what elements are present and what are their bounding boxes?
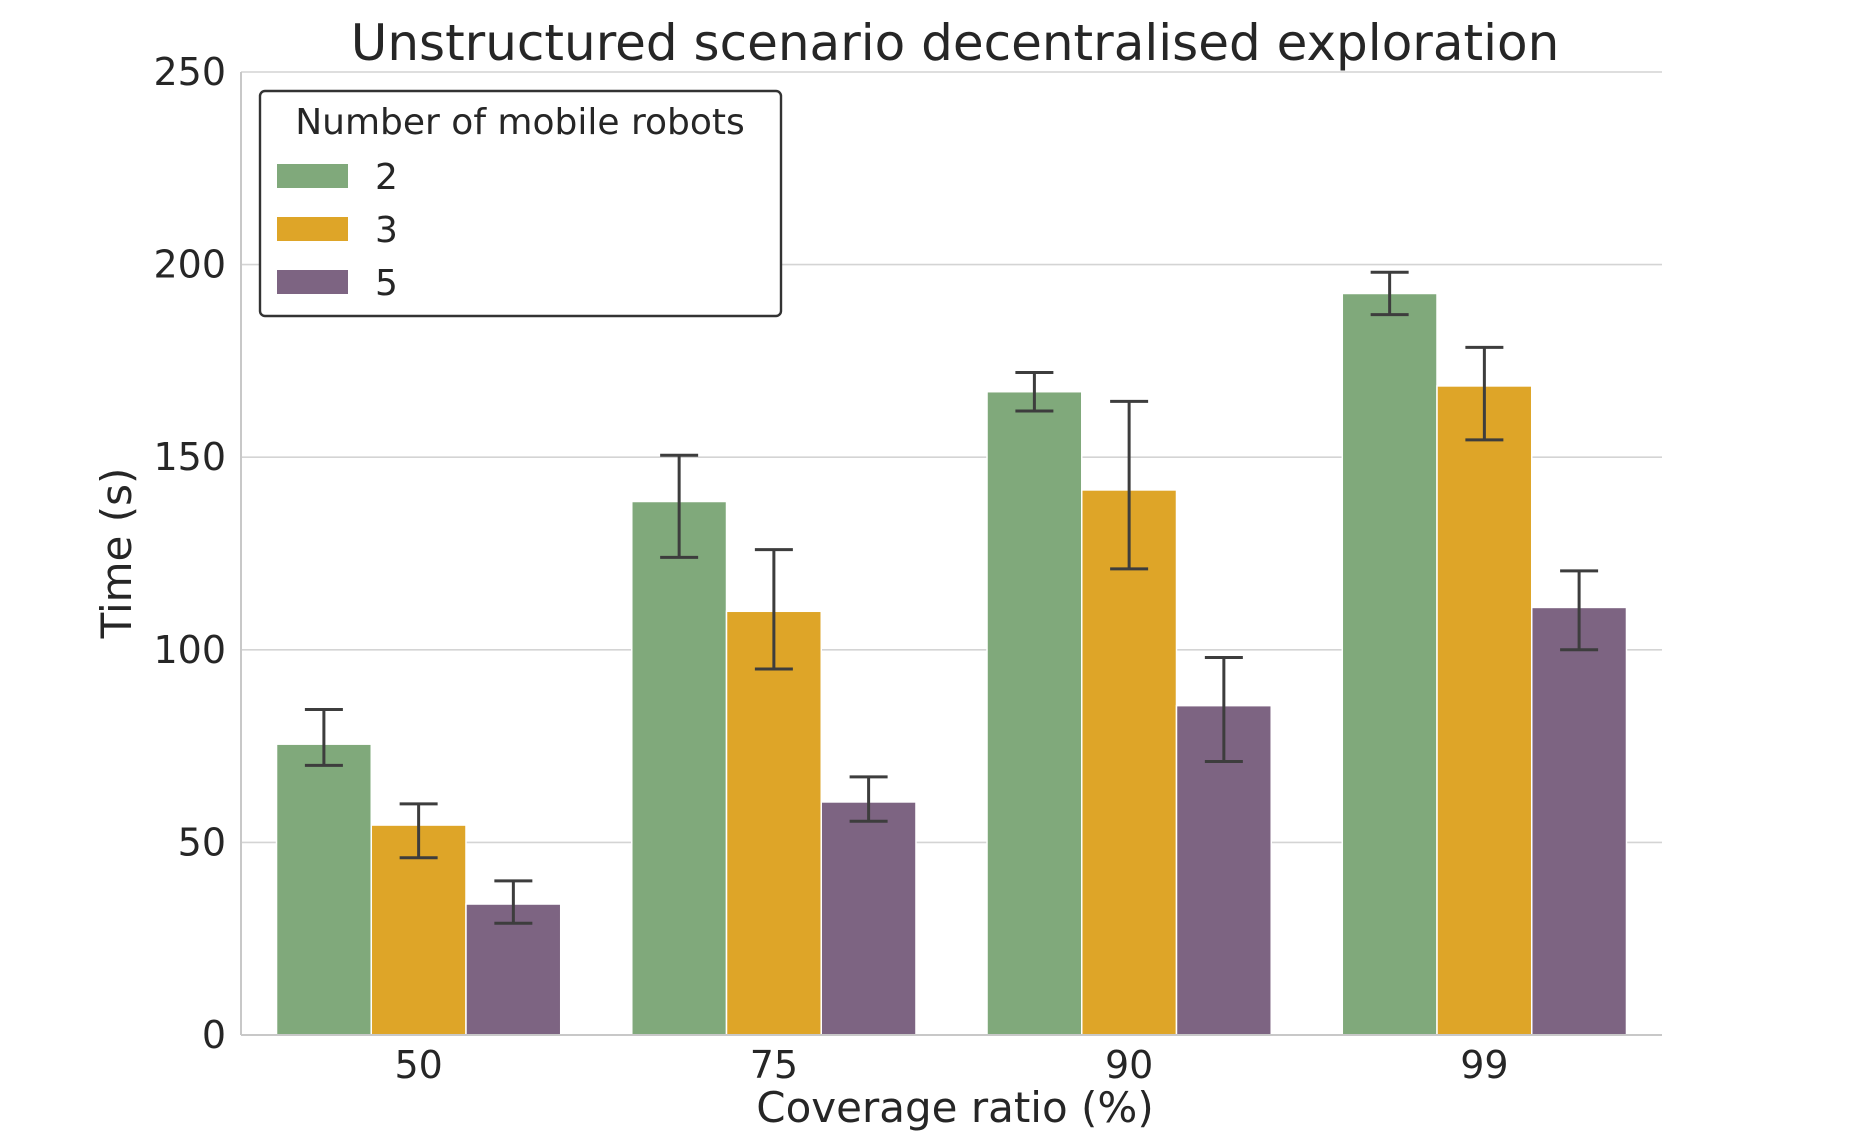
x-tick-label: 99 xyxy=(1460,1043,1508,1087)
y-tick-label: 200 xyxy=(153,243,226,287)
x-tick-label: 75 xyxy=(750,1043,798,1087)
legend-swatch xyxy=(277,270,348,294)
x-tick-label: 90 xyxy=(1105,1043,1153,1087)
legend-items: 2 3 5 xyxy=(277,157,398,304)
legend-label: 3 xyxy=(375,210,398,251)
bar xyxy=(1341,292,1438,1036)
legend-swatch xyxy=(277,217,348,241)
legend: Number of mobile robots 2 3 5 xyxy=(258,89,783,318)
y-tick-label: 0 xyxy=(202,1013,226,1057)
bar xyxy=(1436,385,1533,1036)
bar xyxy=(631,500,728,1036)
y-tick-label: 150 xyxy=(153,435,226,479)
legend-swatch xyxy=(277,164,348,188)
bar xyxy=(725,610,822,1036)
bar xyxy=(986,390,1083,1036)
y-tick-label: 250 xyxy=(153,50,226,94)
y-axis-label: Time (s) xyxy=(92,468,141,640)
bar xyxy=(820,801,917,1036)
axes: 0 50 100 150 200 250 50 75 90 99 xyxy=(153,50,1662,1087)
x-axis-label: Coverage ratio (%) xyxy=(756,1083,1153,1132)
y-tick-label: 100 xyxy=(153,628,226,672)
legend-frame xyxy=(258,89,783,318)
legend-label: 2 xyxy=(375,157,398,198)
legend-label: 5 xyxy=(375,263,398,304)
x-tick-label: 50 xyxy=(394,1043,442,1087)
legend-title: Number of mobile robots xyxy=(295,102,745,143)
bar xyxy=(1530,606,1628,1036)
error-bars xyxy=(304,270,1599,925)
bar xyxy=(1081,489,1178,1036)
bar xyxy=(465,903,562,1036)
bars xyxy=(275,292,1628,1036)
bar xyxy=(275,743,373,1036)
y-tick-label: 50 xyxy=(178,820,226,864)
chart-title: Unstructured scenario decentralised expl… xyxy=(351,14,1560,72)
